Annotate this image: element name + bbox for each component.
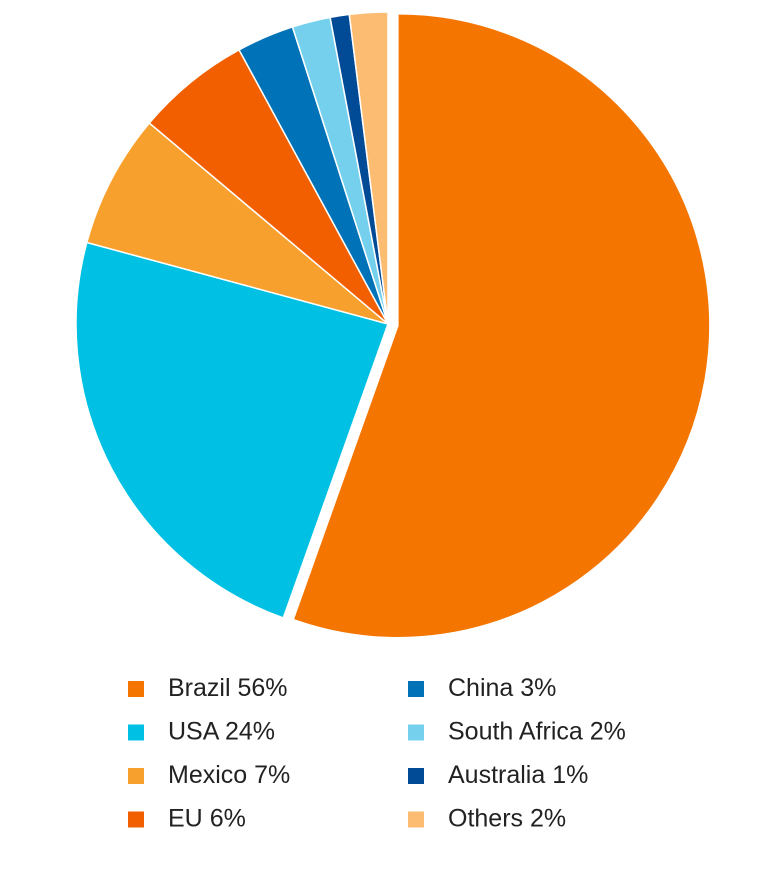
legend-swatch: [408, 768, 424, 784]
legend-name: China: [448, 674, 513, 702]
legend-swatch: [408, 681, 424, 697]
legend-swatch: [128, 768, 144, 784]
legend-swatch: [408, 724, 424, 741]
legend-label: South Africa 2%: [448, 717, 626, 745]
legend-name: Brazil: [168, 674, 231, 702]
legend-value: 56%: [237, 674, 287, 702]
legend-value: 7%: [254, 761, 290, 789]
pie-slice: [75, 241, 389, 619]
legend-label: Mexico 7%: [168, 761, 290, 789]
legend-name: Mexico: [168, 761, 247, 789]
pie-slice: [292, 12, 711, 639]
legend-value: 3%: [520, 674, 556, 702]
legend-label: Others 2%: [448, 804, 566, 832]
legend-swatch: [408, 811, 424, 828]
legend-label: USA 24%: [168, 717, 275, 745]
legend-name: EU: [168, 804, 203, 832]
legend-value: 24%: [225, 717, 275, 745]
legend-label: EU 6%: [168, 804, 246, 832]
legend-swatch: [128, 724, 144, 741]
legend-name: Others: [448, 804, 523, 832]
legend-label: China 3%: [448, 674, 556, 702]
legend-value: 1%: [552, 761, 588, 789]
legend-label: Australia 1%: [448, 761, 588, 789]
legend-label: Brazil 56%: [168, 674, 288, 702]
legend-name: Australia: [448, 761, 545, 789]
legend-value: 2%: [590, 717, 626, 745]
legend-swatch: [128, 811, 144, 828]
legend-value: 6%: [210, 804, 246, 832]
legend-value: 2%: [530, 804, 566, 832]
legend-name: USA: [168, 717, 220, 745]
legend-name: South Africa: [448, 717, 583, 745]
pie-slice: [85, 121, 389, 325]
pie-slice: [348, 11, 389, 325]
legend-swatch: [128, 681, 144, 697]
